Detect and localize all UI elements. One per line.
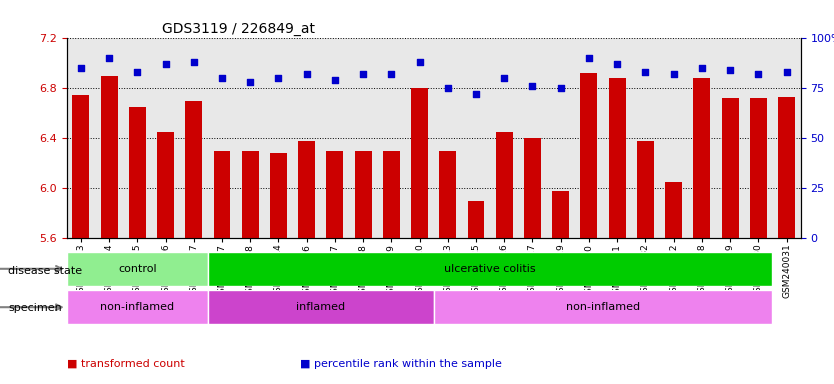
Point	[441, 85, 455, 91]
Point	[187, 59, 200, 65]
Bar	[750, 98, 766, 238]
FancyBboxPatch shape	[208, 290, 434, 324]
Bar	[101, 76, 118, 238]
Text: ■ transformed count: ■ transformed count	[67, 359, 184, 369]
Point	[751, 71, 765, 78]
Point	[103, 55, 116, 61]
Bar	[299, 141, 315, 238]
Bar	[157, 132, 174, 238]
Point	[667, 71, 681, 78]
Bar	[721, 98, 739, 238]
Point	[244, 79, 257, 85]
Text: disease state: disease state	[8, 266, 83, 276]
Text: ulcerative colitis: ulcerative colitis	[445, 264, 536, 274]
Point	[300, 71, 314, 78]
Point	[582, 55, 595, 61]
Bar	[383, 151, 399, 238]
Bar	[242, 151, 259, 238]
Point	[272, 75, 285, 81]
FancyBboxPatch shape	[67, 290, 208, 324]
Point	[74, 65, 88, 71]
Bar	[214, 151, 230, 238]
FancyBboxPatch shape	[208, 252, 772, 286]
Point	[356, 71, 369, 78]
Bar	[185, 101, 202, 238]
Bar	[580, 73, 597, 238]
FancyBboxPatch shape	[434, 290, 772, 324]
Bar	[468, 201, 485, 238]
Bar	[666, 182, 682, 238]
Bar	[495, 132, 513, 238]
Bar	[326, 151, 344, 238]
Point	[610, 61, 624, 68]
Text: GDS3119 / 226849_at: GDS3119 / 226849_at	[162, 22, 315, 36]
Bar	[354, 151, 372, 238]
Point	[639, 69, 652, 75]
Bar	[411, 88, 428, 238]
Bar	[270, 153, 287, 238]
Point	[131, 69, 144, 75]
Bar	[637, 141, 654, 238]
Point	[780, 69, 793, 75]
Text: inflamed: inflamed	[296, 302, 345, 312]
Bar	[440, 151, 456, 238]
Point	[554, 85, 567, 91]
Text: non-inflamed: non-inflamed	[100, 302, 174, 312]
Point	[723, 67, 736, 73]
Point	[158, 61, 172, 68]
FancyBboxPatch shape	[67, 252, 208, 286]
Text: non-inflamed: non-inflamed	[566, 302, 641, 312]
Text: control: control	[118, 264, 157, 274]
Bar	[128, 107, 146, 238]
Point	[215, 75, 229, 81]
Text: ■ percentile rank within the sample: ■ percentile rank within the sample	[300, 359, 502, 369]
Point	[696, 65, 709, 71]
Point	[413, 59, 426, 65]
Bar	[693, 78, 711, 238]
Bar	[524, 138, 541, 238]
Point	[384, 71, 398, 78]
Bar	[552, 191, 569, 238]
Bar	[778, 97, 795, 238]
Point	[525, 83, 539, 89]
Text: specimen: specimen	[8, 303, 62, 313]
Bar	[73, 94, 89, 238]
Point	[329, 77, 342, 83]
Bar	[609, 78, 626, 238]
Point	[498, 75, 511, 81]
Point	[470, 91, 483, 98]
